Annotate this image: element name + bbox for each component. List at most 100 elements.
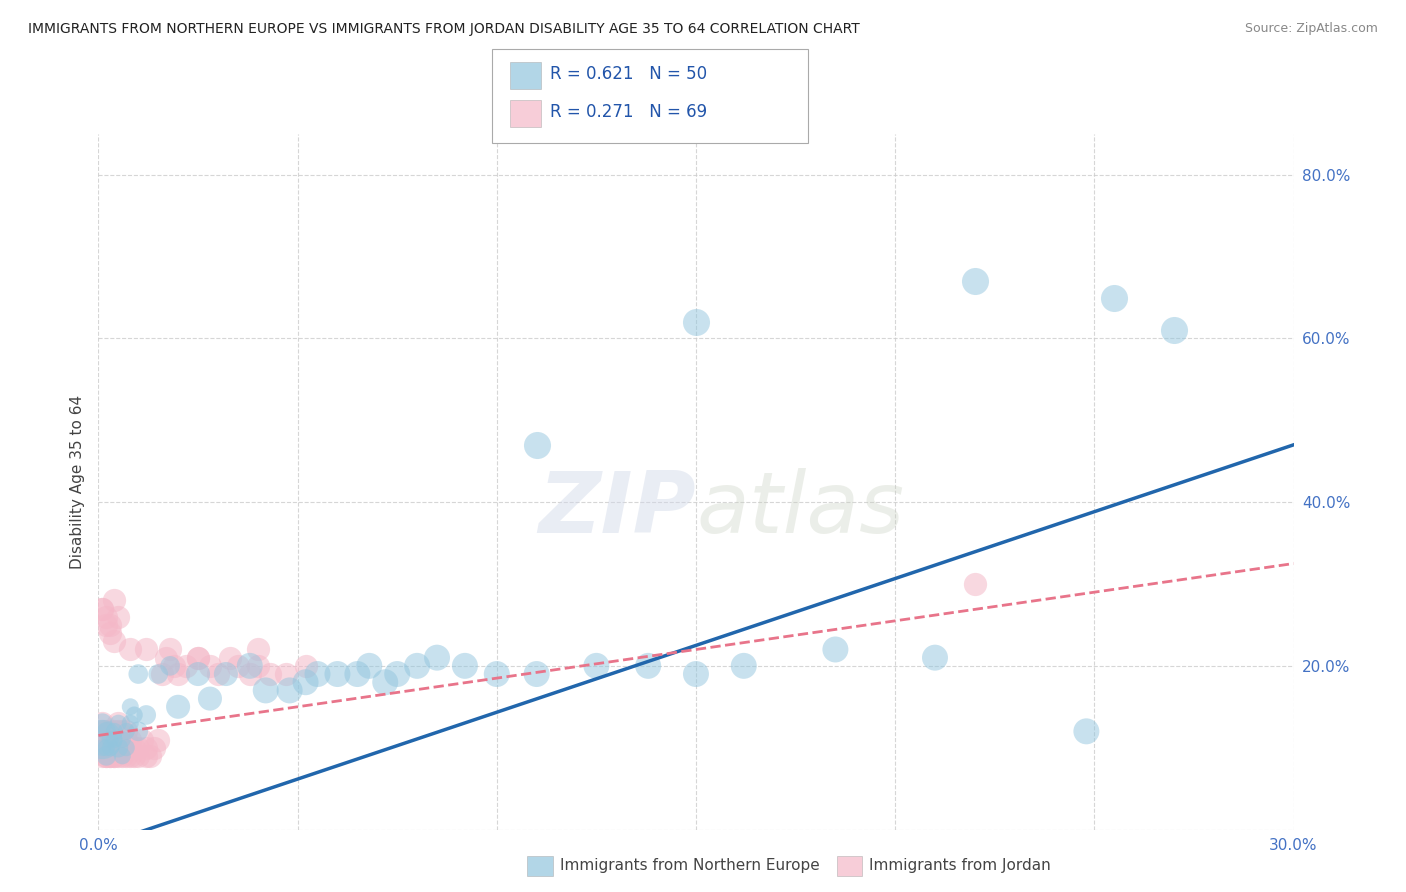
Point [96, 724, 118, 739]
Point [107, 716, 129, 731]
Point [107, 724, 129, 739]
Point [120, 748, 142, 763]
Point [91, 601, 114, 615]
Point [107, 609, 129, 624]
Point [187, 650, 209, 665]
Point [120, 716, 142, 731]
Point [163, 658, 186, 673]
Point [103, 634, 125, 648]
Point [111, 748, 134, 763]
Point [103, 593, 125, 607]
Text: Immigrants from Northern Europe: Immigrants from Northern Europe [560, 858, 820, 872]
Point [685, 667, 707, 681]
Point [174, 658, 197, 673]
Point [107, 716, 129, 731]
Point [103, 724, 125, 739]
Point [120, 699, 142, 714]
Point [103, 748, 125, 763]
Point [426, 650, 449, 665]
Point [111, 732, 134, 747]
Point [307, 667, 329, 681]
Point [96, 740, 118, 755]
Point [111, 740, 134, 755]
Point [733, 658, 755, 673]
Point [96, 724, 118, 739]
Point [226, 658, 249, 673]
Point [111, 748, 134, 763]
Point [150, 667, 173, 681]
Point [135, 748, 157, 763]
Point [91, 601, 114, 615]
Point [585, 658, 607, 673]
Point [96, 618, 118, 632]
Point [359, 658, 381, 673]
Point [111, 732, 134, 747]
Point [215, 667, 238, 681]
Point [167, 699, 190, 714]
Point [91, 732, 114, 747]
Point [103, 748, 125, 763]
Point [96, 748, 118, 763]
Point [103, 724, 125, 739]
Point [485, 667, 508, 681]
Point [924, 650, 946, 665]
Point [96, 740, 118, 755]
Point [100, 740, 122, 755]
Y-axis label: Disability Age 35 to 64: Disability Age 35 to 64 [70, 394, 86, 569]
Point [115, 740, 138, 755]
Point [111, 724, 134, 739]
Point [91, 716, 114, 731]
Point [124, 708, 146, 723]
Point [127, 667, 149, 681]
Point [294, 658, 316, 673]
Point [96, 748, 118, 763]
Point [159, 642, 181, 657]
Point [326, 667, 349, 681]
Point [107, 748, 129, 763]
Point [385, 667, 409, 681]
Point [96, 609, 118, 624]
Point [198, 691, 221, 706]
Point [219, 650, 242, 665]
Point [274, 667, 297, 681]
Point [246, 658, 269, 673]
Point [135, 740, 157, 755]
Point [239, 658, 262, 673]
Point [120, 740, 142, 755]
Point [100, 724, 122, 739]
Point [100, 732, 122, 747]
Point [96, 740, 118, 755]
Point [239, 667, 262, 681]
Text: atlas: atlas [696, 468, 904, 551]
Point [963, 577, 986, 591]
Point [963, 274, 986, 288]
Point [187, 667, 209, 681]
Point [96, 732, 118, 747]
Point [100, 618, 122, 632]
Point [127, 724, 149, 739]
Point [135, 708, 157, 723]
Point [167, 667, 190, 681]
Point [115, 724, 138, 739]
Point [526, 667, 548, 681]
Point [100, 748, 122, 763]
Point [824, 642, 846, 657]
Point [100, 740, 122, 755]
Point [155, 650, 177, 665]
Point [198, 658, 221, 673]
Point [159, 658, 181, 673]
Point [685, 315, 707, 329]
Point [1163, 323, 1185, 337]
Point [139, 748, 162, 763]
Point [1102, 291, 1125, 305]
Point [278, 683, 301, 698]
Point [103, 732, 125, 747]
Point [131, 732, 153, 747]
Point [294, 675, 316, 690]
Point [107, 740, 129, 755]
Point [103, 732, 125, 747]
Point [91, 740, 114, 755]
Point [100, 626, 122, 640]
Point [127, 748, 149, 763]
Point [454, 658, 477, 673]
